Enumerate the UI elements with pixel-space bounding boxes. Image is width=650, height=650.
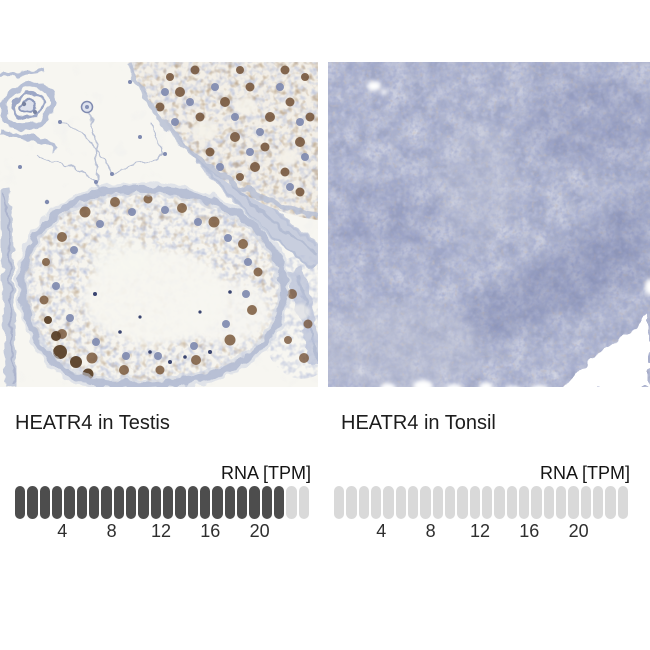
rna-tpm-label: RNA [TPM] (539, 463, 630, 483)
rna-tpm-label: RNA [TPM] (220, 463, 311, 483)
tonsil-tissue-illustration (328, 62, 650, 387)
tpm-segment (88, 486, 100, 519)
tpm-segment (39, 486, 50, 519)
tpm-segment (249, 486, 260, 519)
tpm-axis-ticks: 4 8 12 16 20 (15, 521, 311, 545)
axis-tick-label: 4 (57, 521, 68, 541)
tpm-segment (383, 486, 394, 519)
panel-title-testis: HEATR4 in Testis (15, 412, 170, 434)
axis-tick-label: 12 (469, 521, 490, 541)
axis-tick-label: 8 (425, 521, 436, 541)
axis-tick-label: 20 (568, 521, 589, 541)
tpm-segment (506, 486, 517, 519)
tpm-segment (51, 486, 63, 519)
axis-tick-label: 8 (106, 521, 117, 541)
tpm-segment (346, 486, 357, 519)
axis-tick-label: 16 (200, 521, 221, 541)
axis-tick-label: 4 (376, 521, 387, 541)
tpm-segment (273, 486, 285, 519)
rna-expression-bar-tonsil: RNA [TPM] 4 8 12 16 20 (334, 461, 630, 553)
tpm-axis-ticks: 4 8 12 16 20 (334, 521, 630, 545)
tpm-segment (286, 486, 297, 519)
tpm-segment (101, 486, 112, 519)
tpm-segment (592, 486, 604, 519)
tpm-segment (395, 486, 406, 519)
micrograph-tonsil-image (328, 62, 650, 387)
tpm-segment (420, 486, 431, 519)
testis-tissue-illustration (0, 62, 318, 387)
tpm-segment (236, 486, 248, 519)
tpm-segment (494, 486, 505, 519)
tpm-segment (212, 486, 223, 519)
panel-title-tonsil: HEATR4 in Tonsil (341, 412, 496, 434)
tpm-segment (175, 486, 186, 519)
tpm-segment (358, 486, 369, 519)
tpm-segment (432, 486, 443, 519)
axis-tick-label: 20 (249, 521, 270, 541)
tpm-segment (481, 486, 493, 519)
tpm-segment (518, 486, 530, 519)
tpm-segment (187, 486, 198, 519)
tpm-segment (64, 486, 75, 519)
tpm-segment (407, 486, 419, 519)
tpm-segment (370, 486, 382, 519)
tpm-segment (138, 486, 149, 519)
tpm-segment (568, 486, 579, 519)
tpm-segment-bar (15, 486, 309, 519)
tpm-segment (469, 486, 480, 519)
axis-tick-label: 12 (150, 521, 171, 541)
tpm-segment (580, 486, 591, 519)
tpm-segment (150, 486, 161, 519)
tpm-segment (334, 486, 345, 519)
tpm-segment (457, 486, 468, 519)
micrograph-testis-image (0, 62, 318, 387)
tpm-segment (113, 486, 124, 519)
tpm-segment (76, 486, 87, 519)
axis-tick-label: 16 (519, 521, 540, 541)
tpm-segment (543, 486, 554, 519)
tpm-segment (298, 486, 309, 519)
tpm-segment (605, 486, 616, 519)
rna-expression-bar-testis: RNA [TPM] 4 8 12 16 20 (15, 461, 311, 553)
tpm-segment (27, 486, 38, 519)
tpm-segment (224, 486, 235, 519)
tpm-segment (555, 486, 567, 519)
tpm-segment (531, 486, 542, 519)
tpm-segment-bar (334, 486, 628, 519)
tpm-segment (261, 486, 272, 519)
tpm-segment (162, 486, 174, 519)
tpm-segment (199, 486, 211, 519)
tpm-segment (15, 486, 26, 519)
tpm-segment (444, 486, 456, 519)
tpm-segment (617, 486, 628, 519)
tpm-segment (125, 486, 137, 519)
